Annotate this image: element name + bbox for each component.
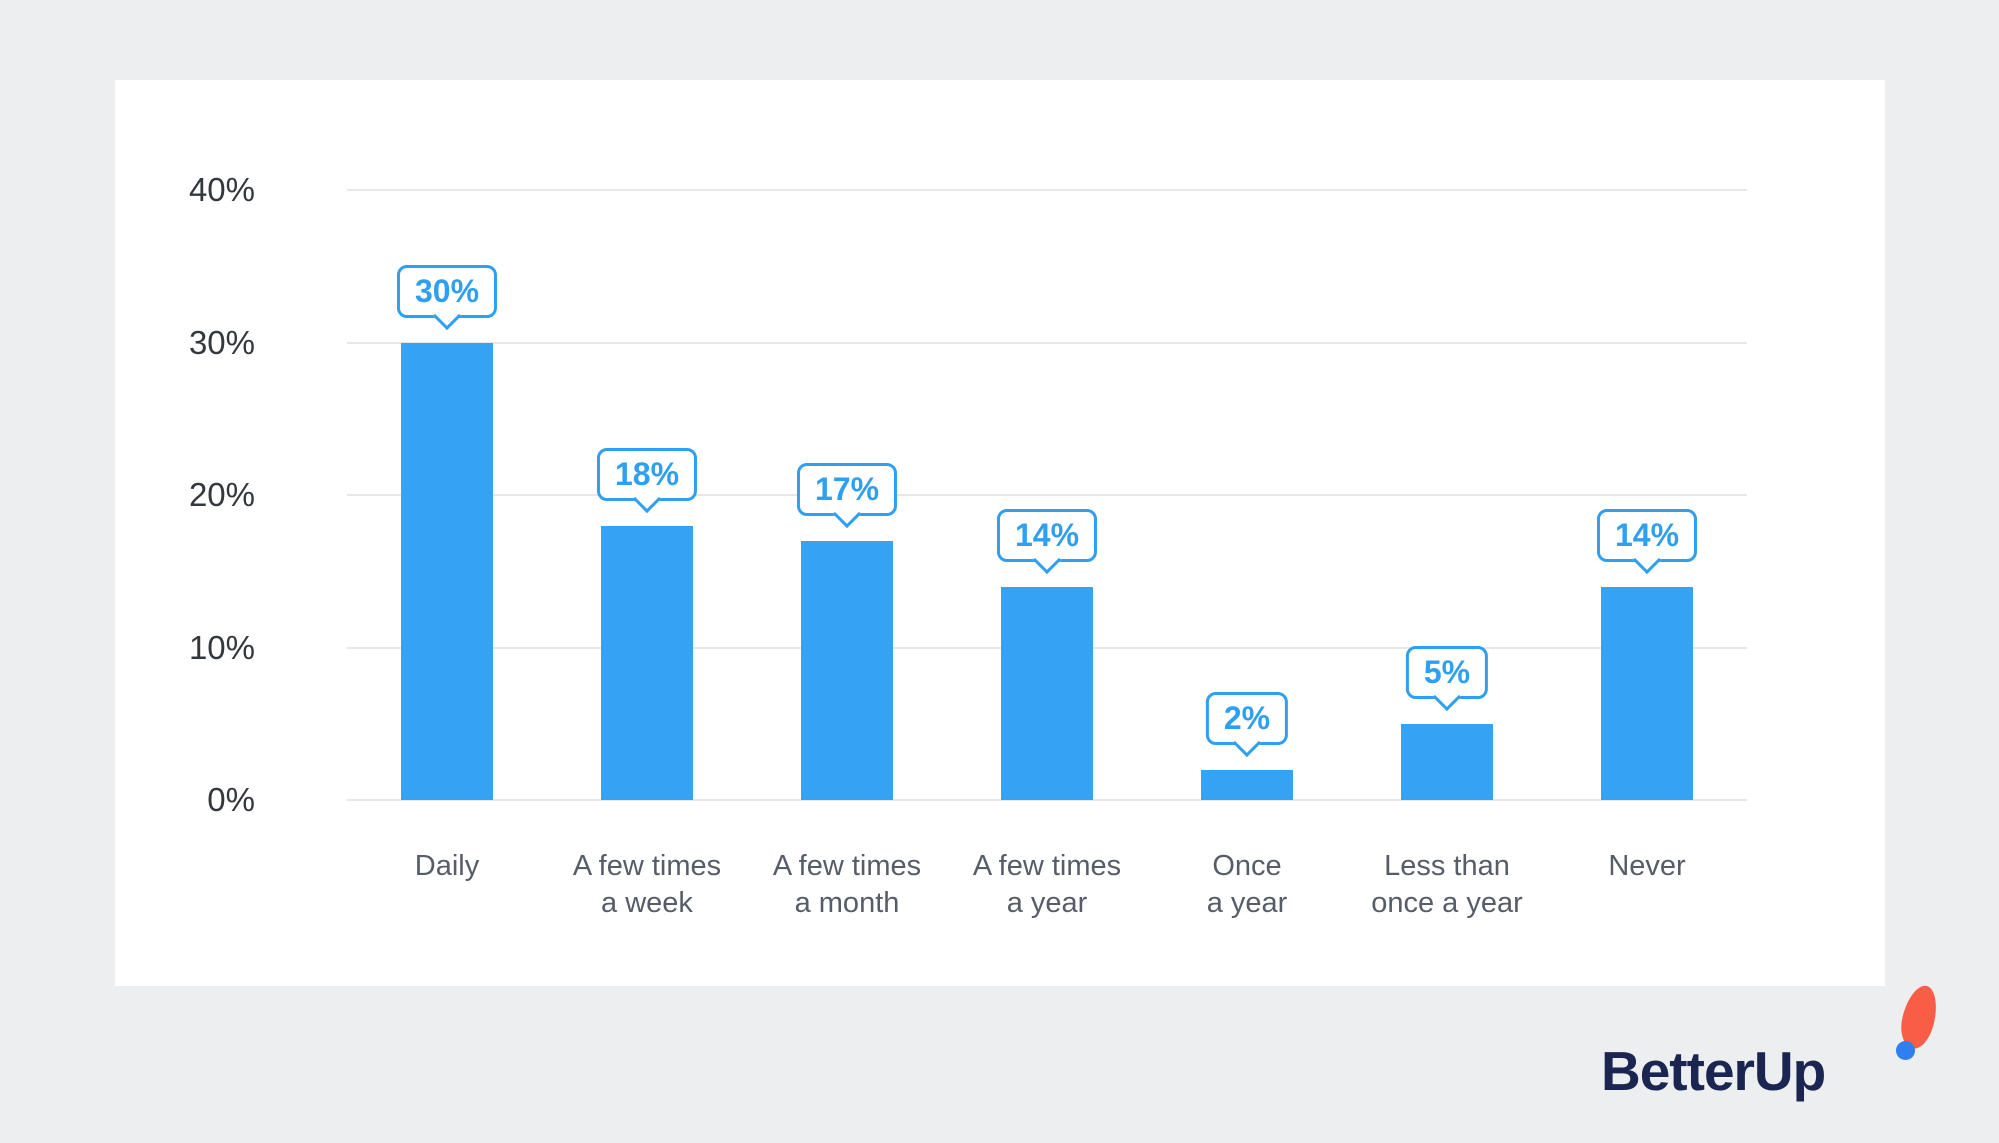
value-callout: 2%	[1205, 691, 1289, 745]
bar-column: 14%	[1547, 190, 1747, 800]
y-tick-label: 20%	[188, 476, 255, 513]
y-tick-label: 40%	[188, 171, 255, 208]
bar	[1401, 723, 1493, 800]
bar	[601, 525, 693, 800]
bar	[401, 342, 493, 800]
bar-column: 2%	[1147, 190, 1347, 800]
bar	[1601, 586, 1693, 800]
chart-card: 0% 10% 20% 30% 40% 30% 18% 17% 14% 2% 5% 14% Daily…	[115, 80, 1885, 986]
plot-area: 30% 18% 17% 14% 2% 5% 14%	[347, 189, 1747, 801]
bar-column: 17%	[747, 190, 947, 800]
gridline	[347, 494, 1747, 496]
bar	[801, 540, 893, 800]
betterup-logo-mark	[1889, 982, 1943, 1063]
gridline	[347, 799, 1747, 801]
value-callout: 17%	[796, 462, 898, 516]
x-axis-labels: Daily A few times a week A few times a mon…	[347, 848, 1747, 922]
bar-column: 14%	[947, 190, 1147, 800]
category-label: Never	[1608, 850, 1686, 882]
gridline	[347, 189, 1747, 191]
y-tick-label: 30%	[188, 323, 255, 361]
category-label: Daily	[414, 850, 480, 882]
bar	[1201, 769, 1293, 800]
category-label: A few times a week	[572, 850, 722, 920]
bar-column: 5%	[1347, 190, 1547, 800]
value-callout: 30%	[396, 264, 498, 318]
bar-column: 18%	[547, 190, 747, 800]
value-callout: 5%	[1405, 645, 1489, 699]
logo-dot-icon	[1896, 1041, 1915, 1060]
category-label: A few times a year	[972, 850, 1122, 920]
category-label: Once a year	[1206, 850, 1288, 920]
category-label: Less than once a year	[1371, 850, 1523, 920]
gridline	[347, 341, 1747, 344]
category-label: A few times a month	[772, 850, 922, 920]
bars-row: 30% 18% 17% 14% 2% 5% 14%	[347, 190, 1747, 800]
value-callout: 18%	[596, 447, 698, 501]
y-tick-label: 10%	[188, 628, 255, 666]
bar	[1001, 586, 1093, 800]
betterup-logo: BetterUp	[1601, 982, 1943, 1107]
y-tick-label: 0%	[207, 781, 255, 818]
betterup-logo-text: BetterUp	[1601, 1040, 1826, 1102]
y-axis-ticks: 0% 10% 20% 30% 40%	[115, 171, 255, 818]
value-callout: 14%	[996, 508, 1098, 562]
value-callout: 14%	[1596, 508, 1698, 562]
bar-column: 30%	[347, 190, 547, 800]
